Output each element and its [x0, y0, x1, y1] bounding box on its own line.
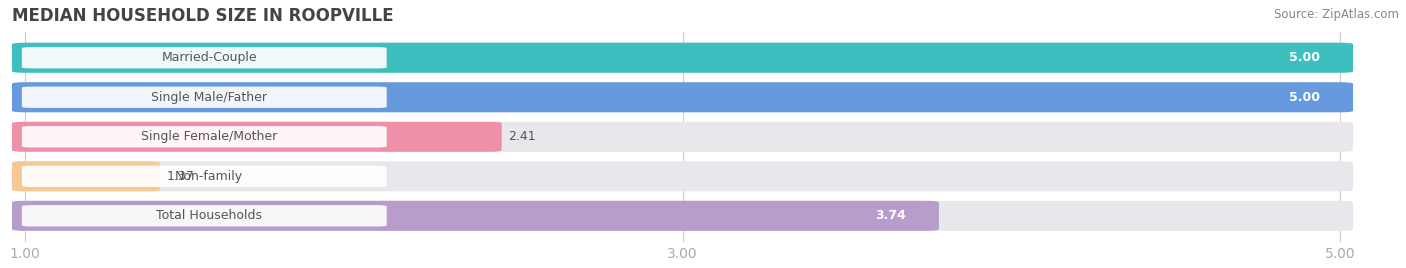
- FancyBboxPatch shape: [13, 43, 1353, 73]
- Text: 1.37: 1.37: [166, 170, 194, 183]
- FancyBboxPatch shape: [22, 126, 387, 147]
- Text: 2.41: 2.41: [509, 130, 536, 143]
- Text: Single Male/Father: Single Male/Father: [152, 91, 267, 104]
- Text: Single Female/Mother: Single Female/Mother: [141, 130, 277, 143]
- Text: 5.00: 5.00: [1289, 51, 1320, 64]
- FancyBboxPatch shape: [13, 161, 1353, 191]
- FancyBboxPatch shape: [22, 166, 387, 187]
- FancyBboxPatch shape: [13, 201, 939, 231]
- FancyBboxPatch shape: [13, 82, 1353, 112]
- Text: 3.74: 3.74: [875, 209, 905, 222]
- Text: 5.00: 5.00: [1289, 91, 1320, 104]
- FancyBboxPatch shape: [13, 43, 1353, 73]
- Text: Total Households: Total Households: [156, 209, 262, 222]
- FancyBboxPatch shape: [13, 201, 1353, 231]
- Text: MEDIAN HOUSEHOLD SIZE IN ROOPVILLE: MEDIAN HOUSEHOLD SIZE IN ROOPVILLE: [13, 7, 394, 25]
- FancyBboxPatch shape: [13, 122, 1353, 152]
- FancyBboxPatch shape: [13, 161, 160, 191]
- Text: Non-family: Non-family: [176, 170, 243, 183]
- FancyBboxPatch shape: [13, 82, 1353, 112]
- Text: Married-Couple: Married-Couple: [162, 51, 257, 64]
- Text: Source: ZipAtlas.com: Source: ZipAtlas.com: [1274, 8, 1399, 21]
- FancyBboxPatch shape: [13, 122, 502, 152]
- FancyBboxPatch shape: [22, 87, 387, 108]
- FancyBboxPatch shape: [22, 47, 387, 68]
- FancyBboxPatch shape: [22, 205, 387, 226]
